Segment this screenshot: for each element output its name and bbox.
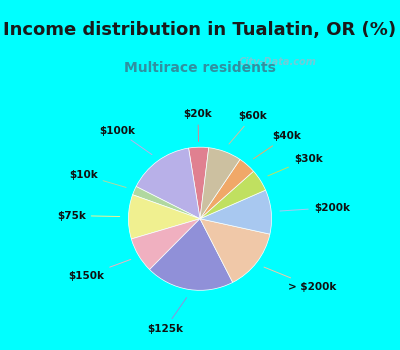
Text: $100k: $100k [100,126,152,155]
Text: $125k: $125k [147,298,186,334]
Wedge shape [188,147,209,219]
Text: $20k: $20k [184,110,212,141]
Text: Multirace residents: Multirace residents [124,61,276,75]
Text: $75k: $75k [57,211,120,220]
Text: $60k: $60k [229,111,267,144]
Text: Income distribution in Tualatin, OR (%): Income distribution in Tualatin, OR (%) [4,21,396,39]
Wedge shape [200,148,240,219]
Text: $200k: $200k [280,203,350,212]
Text: > $200k: > $200k [264,267,336,292]
Wedge shape [200,190,272,234]
Text: $150k: $150k [68,259,131,281]
Wedge shape [200,219,270,282]
Wedge shape [200,171,266,219]
Text: $30k: $30k [268,154,322,176]
Text: $40k: $40k [253,132,301,159]
Text: City-Data.com: City-Data.com [239,57,317,67]
Wedge shape [131,219,200,270]
Wedge shape [136,148,200,219]
Wedge shape [200,159,254,219]
Wedge shape [132,187,200,219]
Wedge shape [150,219,233,290]
Wedge shape [128,195,200,239]
Text: $10k: $10k [69,170,126,188]
